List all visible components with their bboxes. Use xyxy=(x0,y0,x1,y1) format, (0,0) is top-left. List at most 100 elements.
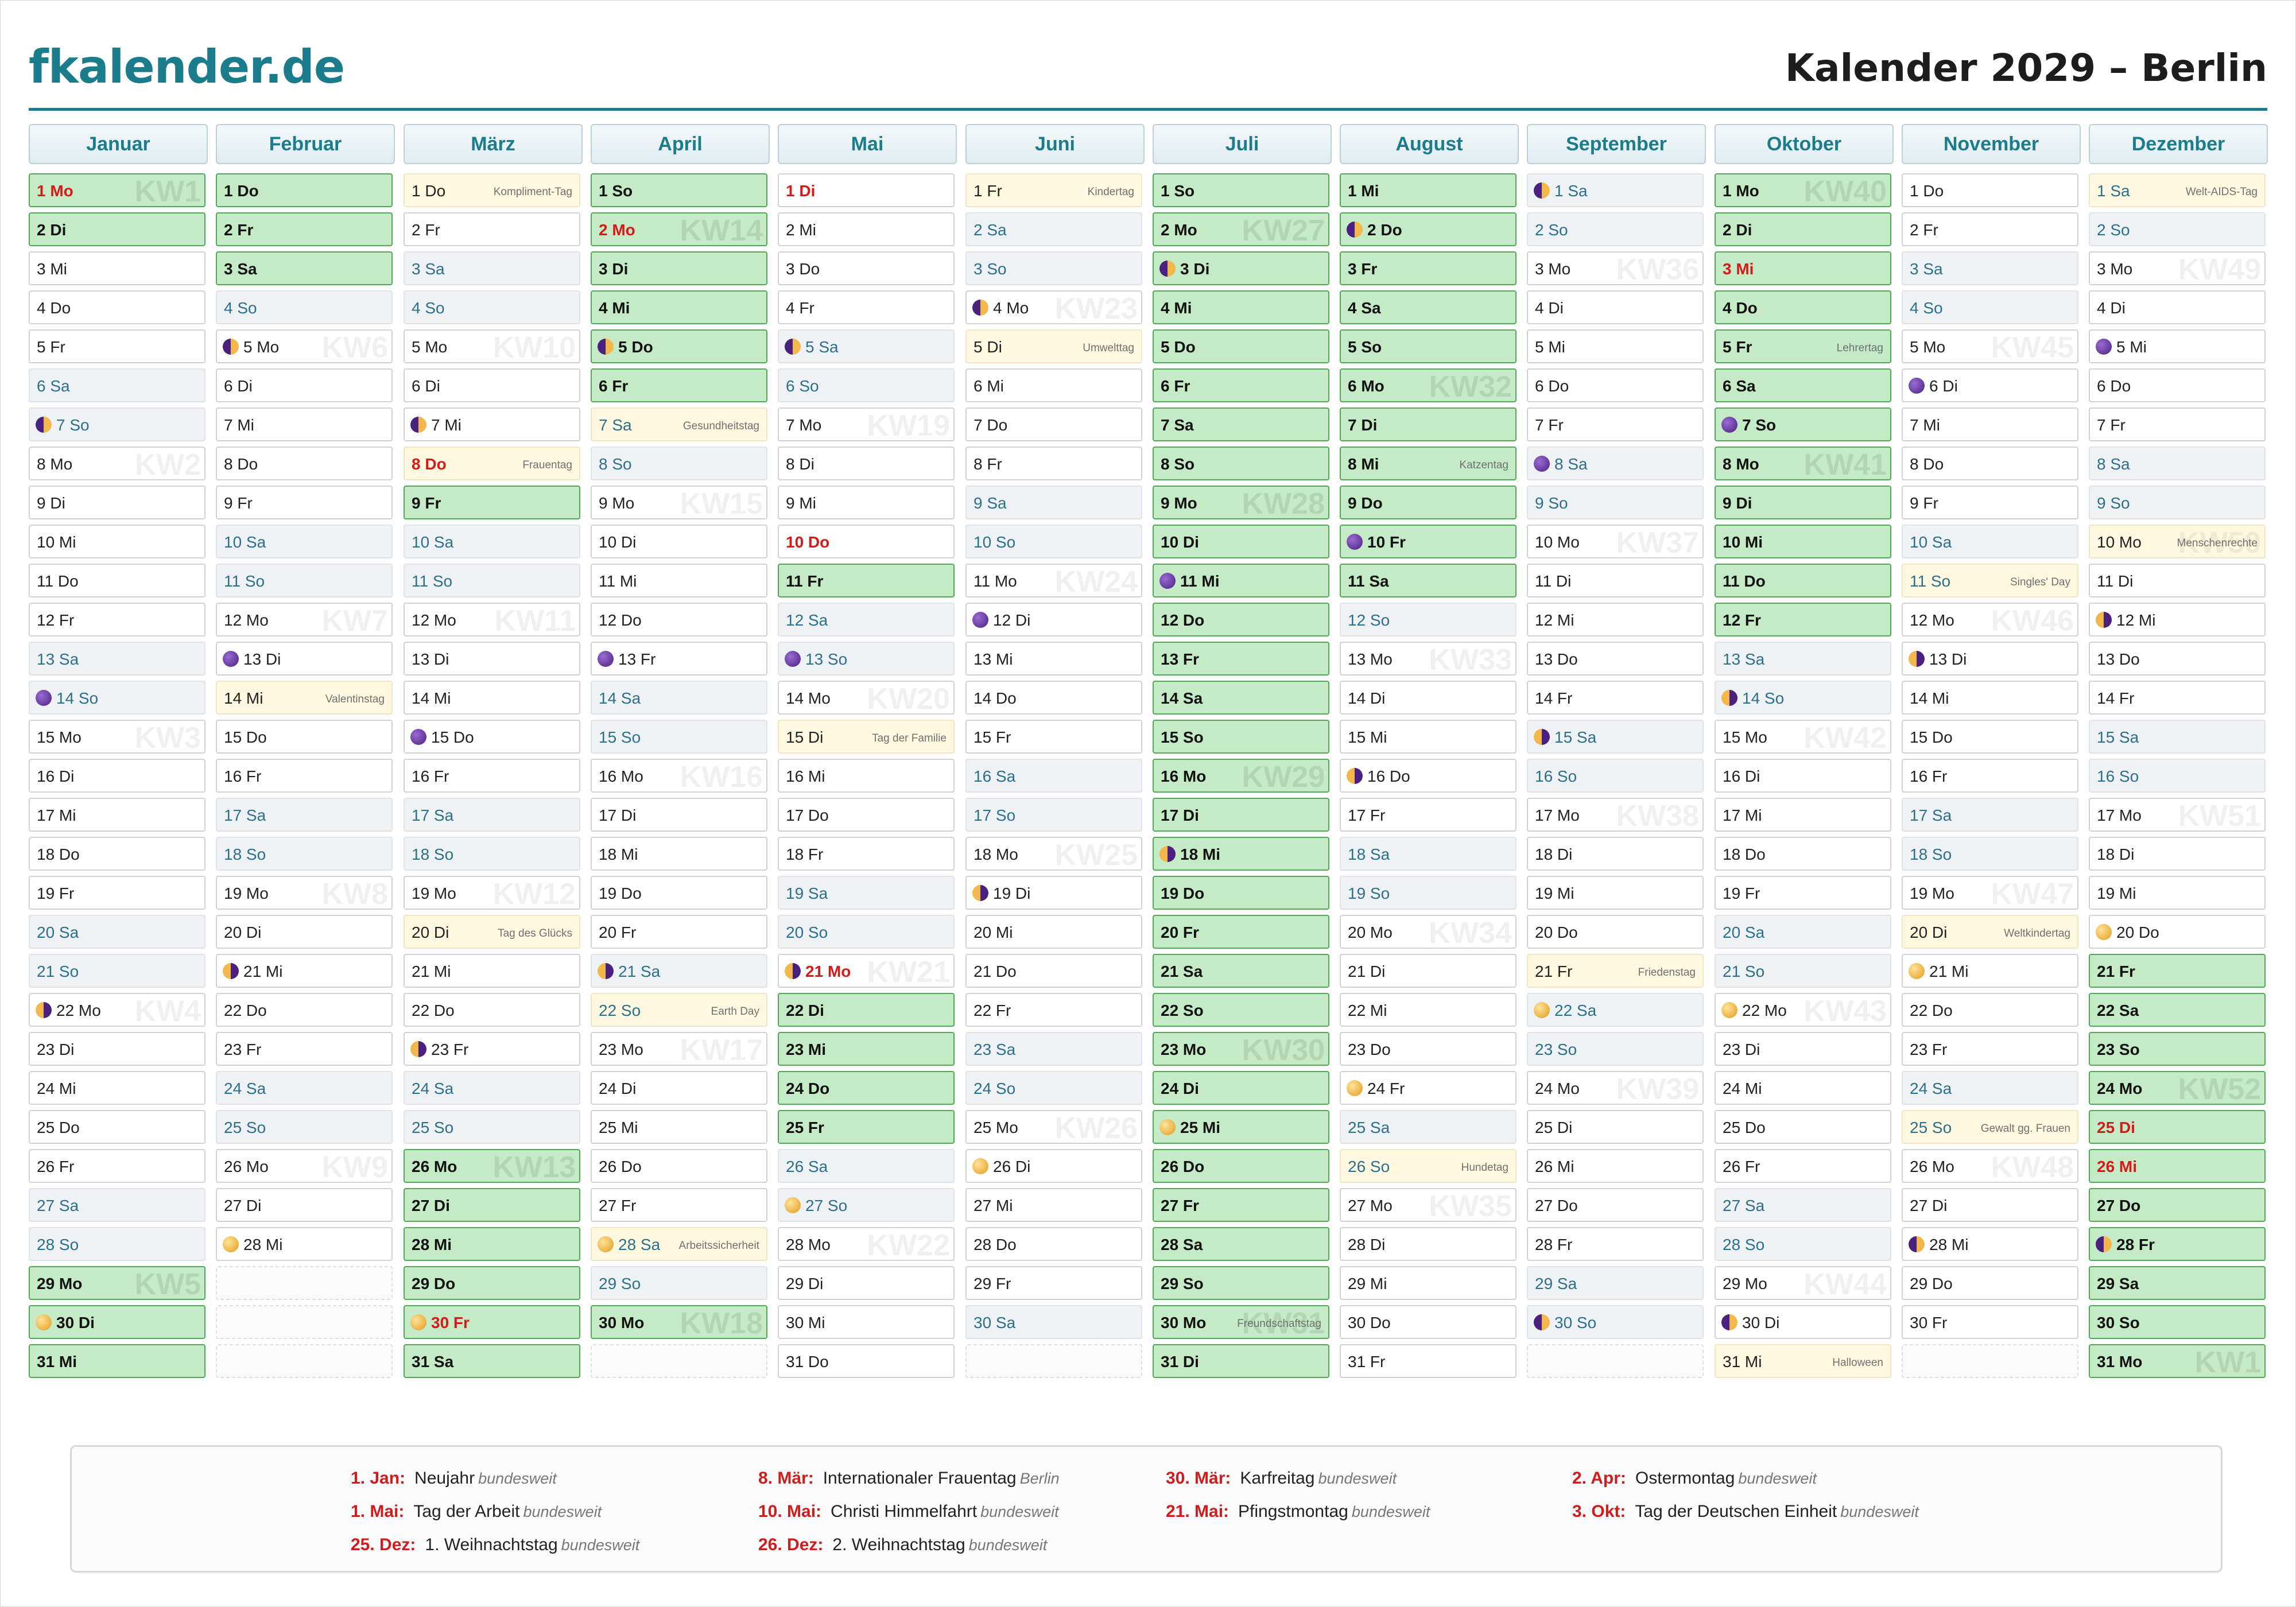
day-cell[interactable]: 12 So xyxy=(1340,603,1517,636)
day-cell[interactable]: 5 So xyxy=(1340,329,1517,363)
day-cell[interactable]: 23 Fr xyxy=(1902,1032,2078,1066)
day-cell[interactable]: 18 Mi xyxy=(591,837,767,871)
day-cell[interactable]: 28 Mi xyxy=(1902,1227,2078,1261)
day-cell[interactable]: 6 Di xyxy=(404,368,580,402)
day-cell[interactable]: 15 So xyxy=(1153,720,1329,754)
day-cell[interactable]: 13 Mi xyxy=(965,642,1142,676)
day-cell[interactable]: 3 Mi xyxy=(1715,251,1891,285)
day-cell[interactable]: 17 Sa xyxy=(1902,798,2078,832)
day-cell[interactable]: 10 So xyxy=(965,525,1142,558)
day-cell[interactable]: 18 So xyxy=(216,837,393,871)
day-cell[interactable]: 12 Fr xyxy=(1715,603,1891,636)
day-cell[interactable]: 14 Di xyxy=(1340,681,1517,715)
day-cell[interactable]: 21 Fr xyxy=(2089,954,2266,988)
day-cell[interactable]: 10 Mi xyxy=(29,525,205,558)
day-cell[interactable]: 28 So xyxy=(29,1227,205,1261)
day-cell[interactable]: 18 Mi xyxy=(1153,837,1329,871)
day-cell[interactable]: 7 So xyxy=(29,407,205,441)
day-cell[interactable]: 25 Sa xyxy=(1340,1110,1517,1144)
day-cell[interactable]: 21 Mi xyxy=(1902,954,2078,988)
day-cell[interactable]: 16 Di xyxy=(1715,759,1891,793)
day-cell[interactable]: 16 Sa xyxy=(965,759,1142,793)
day-cell[interactable]: 16 So xyxy=(1527,759,1704,793)
day-cell[interactable]: 28 Sa Arbeitssicherheit xyxy=(591,1227,767,1261)
day-cell[interactable]: 18 Do xyxy=(1715,837,1891,871)
day-cell[interactable]: 13 So xyxy=(778,642,955,676)
day-cell[interactable]: 12 Fr xyxy=(29,603,205,636)
day-cell[interactable]: 12 Mi xyxy=(2089,603,2266,636)
day-cell[interactable]: 9 So xyxy=(1527,486,1704,519)
day-cell[interactable]: 19 Mi xyxy=(2089,876,2266,910)
day-cell[interactable]: 17 Fr xyxy=(1340,798,1517,832)
day-cell[interactable]: 5 Do xyxy=(591,329,767,363)
day-cell[interactable]: 27 Sa xyxy=(29,1188,205,1222)
day-cell[interactable]: 10 Di xyxy=(1153,525,1329,558)
day-cell[interactable]: 15 Do xyxy=(1902,720,2078,754)
day-cell[interactable]: 26 Do xyxy=(1153,1149,1329,1183)
day-cell[interactable]: 31 Mi Halloween xyxy=(1715,1344,1891,1378)
day-cell[interactable]: 27 Mi xyxy=(965,1188,1142,1222)
day-cell[interactable]: 15 Sa xyxy=(2089,720,2266,754)
day-cell[interactable]: 26 Sa xyxy=(778,1149,955,1183)
day-cell[interactable]: 22 Sa xyxy=(2089,993,2266,1027)
day-cell[interactable]: 12 Do xyxy=(1153,603,1329,636)
day-cell[interactable]: 24 Sa xyxy=(1902,1071,2078,1105)
day-cell[interactable]: 3 Fr xyxy=(1340,251,1517,285)
day-cell[interactable]: 1 Sa xyxy=(1527,173,1704,207)
day-cell[interactable]: 8 Sa xyxy=(1527,447,1704,480)
day-cell[interactable]: 28 So xyxy=(1715,1227,1891,1261)
day-cell[interactable]: 25 Mi xyxy=(1153,1110,1329,1144)
day-cell[interactable]: 18 Do xyxy=(29,837,205,871)
day-cell[interactable]: 17 Sa xyxy=(216,798,393,832)
day-cell[interactable]: 14 Mi xyxy=(1902,681,2078,715)
day-cell[interactable]: 6 Sa xyxy=(29,368,205,402)
brand-logo[interactable]: fkalender.de xyxy=(29,40,345,94)
day-cell[interactable]: 6 Mi xyxy=(965,368,1142,402)
day-cell[interactable]: 1 Mi xyxy=(1340,173,1517,207)
day-cell[interactable]: 3 Di xyxy=(591,251,767,285)
day-cell[interactable]: 9 Mo KW15 xyxy=(591,486,767,519)
day-cell[interactable]: 23 Fr xyxy=(404,1032,580,1066)
day-cell[interactable]: 3 Sa xyxy=(1902,251,2078,285)
day-cell[interactable]: 17 So xyxy=(965,798,1142,832)
day-cell[interactable]: 20 Fr xyxy=(1153,915,1329,949)
day-cell[interactable]: 7 Mi xyxy=(404,407,580,441)
day-cell[interactable]: 31 Di xyxy=(1153,1344,1329,1378)
day-cell[interactable]: 28 Do xyxy=(965,1227,1142,1261)
day-cell[interactable]: 11 Di xyxy=(1527,564,1704,597)
day-cell[interactable]: 19 So xyxy=(1340,876,1517,910)
day-cell[interactable]: 30 Fr xyxy=(1902,1305,2078,1339)
day-cell[interactable]: 9 Di xyxy=(29,486,205,519)
day-cell[interactable]: 3 Sa xyxy=(404,251,580,285)
day-cell[interactable]: 21 So xyxy=(1715,954,1891,988)
day-cell[interactable]: 16 Fr xyxy=(1902,759,2078,793)
day-cell[interactable]: 17 Di xyxy=(591,798,767,832)
day-cell[interactable]: 13 Mo KW33 xyxy=(1340,642,1517,676)
day-cell[interactable]: 8 Mo KW41 xyxy=(1715,447,1891,480)
day-cell[interactable]: 29 Mo KW5 xyxy=(29,1266,205,1300)
day-cell[interactable]: 11 Mi xyxy=(1153,564,1329,597)
day-cell[interactable]: 5 Fr xyxy=(29,329,205,363)
day-cell[interactable]: 25 Di xyxy=(2089,1110,2266,1144)
day-cell[interactable]: 14 Mo KW20 xyxy=(778,681,955,715)
day-cell[interactable]: 31 Mo KW1 xyxy=(2089,1344,2266,1378)
day-cell[interactable]: 4 Sa xyxy=(1340,290,1517,324)
day-cell[interactable]: 19 Di xyxy=(965,876,1142,910)
day-cell[interactable]: 1 Mo KW40 xyxy=(1715,173,1891,207)
day-cell[interactable]: 10 Di xyxy=(591,525,767,558)
day-cell[interactable]: 31 Do xyxy=(778,1344,955,1378)
day-cell[interactable]: 2 Fr xyxy=(216,212,393,246)
day-cell[interactable]: 5 Mi xyxy=(1527,329,1704,363)
day-cell[interactable]: 2 Mo KW14 xyxy=(591,212,767,246)
day-cell[interactable]: 8 Di xyxy=(778,447,955,480)
day-cell[interactable]: 22 Do xyxy=(216,993,393,1027)
day-cell[interactable]: 20 Di Tag des Glücks xyxy=(404,915,580,949)
day-cell[interactable]: 7 Mi xyxy=(216,407,393,441)
day-cell[interactable]: 15 Sa xyxy=(1527,720,1704,754)
day-cell[interactable]: 27 Di xyxy=(404,1188,580,1222)
day-cell[interactable]: 20 Sa xyxy=(1715,915,1891,949)
day-cell[interactable]: 3 Mi xyxy=(29,251,205,285)
day-cell[interactable]: 8 Mi Katzentag xyxy=(1340,447,1517,480)
day-cell[interactable]: 5 Mo KW6 xyxy=(216,329,393,363)
day-cell[interactable]: 14 Fr xyxy=(2089,681,2266,715)
